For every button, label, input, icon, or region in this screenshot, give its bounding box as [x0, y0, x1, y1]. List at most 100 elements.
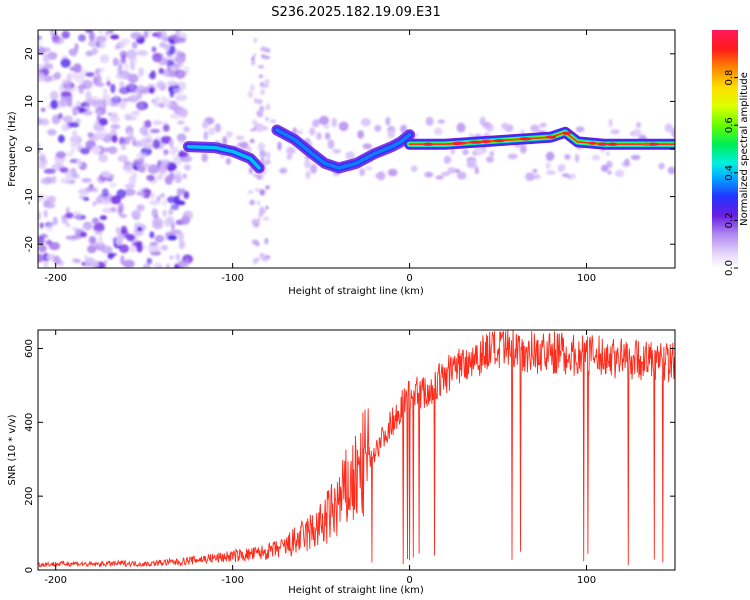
noise-blob [158, 67, 164, 75]
spectrogram-x-tick-label: -200 [44, 273, 67, 284]
noise-blob [160, 193, 165, 198]
noise-blob [252, 258, 258, 265]
noise-blob [61, 219, 69, 224]
noise-blob [101, 188, 109, 198]
band-hotspot [607, 142, 618, 146]
haze-blob [450, 148, 455, 155]
noise-blob [73, 108, 80, 115]
noise-blob [156, 195, 161, 202]
snr-y-tick-label: 400 [24, 413, 35, 432]
noise-blob [91, 47, 99, 56]
haze-blob [424, 171, 434, 178]
noise-blob [60, 177, 72, 184]
noise-blob [57, 134, 65, 143]
band-2-path [275, 128, 412, 170]
noise-blob [254, 97, 258, 104]
noise-blob [160, 244, 169, 251]
band-hotspot [481, 139, 489, 144]
haze-blob [501, 122, 509, 130]
haze-blob [466, 161, 475, 168]
haze-blob [327, 139, 335, 150]
noise-blob [114, 44, 121, 50]
noise-blob [169, 70, 178, 78]
haze-blob [443, 155, 451, 164]
noise-blob [100, 147, 112, 153]
noise-blob [88, 183, 94, 189]
noise-blob [183, 126, 190, 133]
noise-blob [128, 175, 137, 186]
noise-blob [96, 74, 102, 85]
haze-blob [607, 170, 612, 175]
noise-blob [182, 210, 193, 220]
noise-blob [179, 108, 189, 118]
noise-blob [151, 208, 159, 218]
noise-blob [99, 54, 110, 64]
noise-blob [61, 30, 70, 39]
noise-blob [38, 154, 46, 163]
noise-blob [149, 128, 161, 134]
noise-blob [82, 110, 93, 116]
noise-blob [172, 87, 184, 94]
noise-blob [149, 231, 155, 239]
haze-blob [319, 115, 329, 126]
haze-blob [539, 122, 547, 128]
noise-blob [264, 78, 270, 85]
haze-blob [239, 141, 249, 149]
noise-blob [101, 170, 111, 178]
noise-blob [163, 150, 168, 157]
noise-blob [46, 195, 56, 204]
noise-blob [158, 170, 168, 175]
noise-blob [166, 216, 175, 224]
haze-blob [614, 169, 625, 178]
noise-blob [148, 73, 155, 79]
haze-blob [486, 156, 494, 163]
noise-blob [130, 31, 142, 40]
spectrogram-y-tick-label: 10 [24, 95, 35, 108]
spectrogram-x-tick-label: 0 [406, 273, 412, 284]
haze-blob [255, 123, 265, 133]
noise-blob [182, 173, 188, 179]
noise-blob [256, 99, 263, 105]
snr-series-line [38, 330, 675, 568]
noise-blob [168, 172, 175, 181]
haze-blob [474, 147, 484, 156]
noise-blob [119, 213, 128, 219]
noise-blob [98, 235, 103, 246]
spectrogram-x-tick-label: 100 [577, 273, 596, 284]
noise-blob [112, 57, 119, 67]
haze-blob [362, 143, 373, 150]
noise-blob [139, 138, 148, 148]
noise-blob [152, 120, 163, 126]
band-hotspot [451, 141, 462, 146]
noise-blob [256, 110, 262, 117]
noise-blob [133, 158, 144, 167]
noise-blob [124, 63, 129, 70]
haze-blob [591, 154, 601, 161]
noise-blob [169, 113, 181, 119]
noise-blob [126, 49, 137, 60]
haze-blob [376, 171, 386, 181]
haze-blob [574, 153, 580, 163]
noise-blob [38, 244, 47, 253]
noise-blob [249, 138, 255, 144]
colorbar-gradient [712, 30, 738, 268]
haze-blob [332, 148, 342, 154]
noise-blob [250, 128, 254, 132]
haze-blob [557, 164, 564, 172]
noise-blob [265, 185, 270, 190]
noise-blob [85, 101, 90, 112]
noise-blob [131, 210, 141, 220]
band-hotspot [589, 141, 596, 145]
noise-blob [158, 163, 168, 172]
snr-y-tick-label: 200 [24, 487, 35, 506]
haze-blob [225, 157, 231, 165]
haze-blob [269, 119, 277, 124]
noise-blob [50, 30, 55, 37]
noise-blob [88, 31, 95, 42]
noise-blob [85, 50, 94, 57]
noise-blob [47, 129, 57, 136]
haze-blob [324, 132, 331, 140]
noise-blob [138, 67, 145, 77]
haze-blob [208, 127, 215, 136]
noise-blob [170, 204, 180, 211]
